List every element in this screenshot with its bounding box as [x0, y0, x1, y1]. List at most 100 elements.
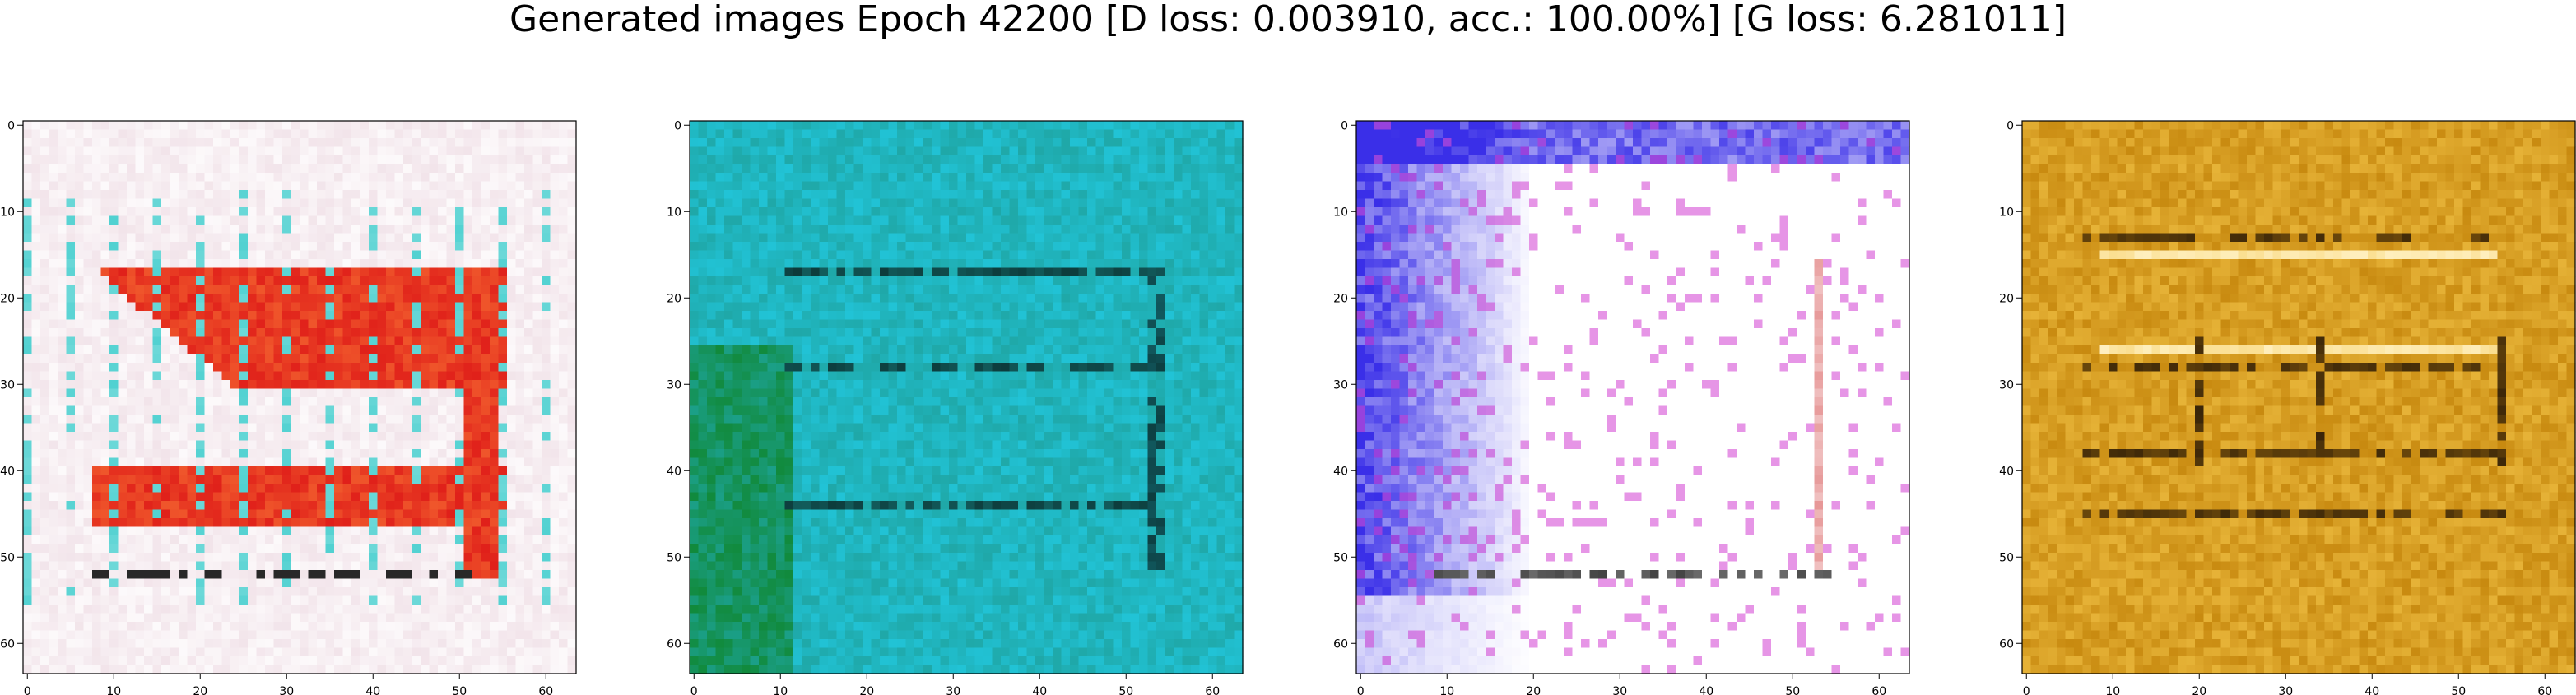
image-pixel — [421, 639, 430, 649]
image-pixel — [750, 190, 760, 200]
image-pixel — [49, 544, 58, 554]
image-pixel — [334, 319, 344, 329]
image-pixel — [455, 639, 465, 649]
image-pixel — [559, 173, 569, 183]
image-pixel — [109, 475, 119, 484]
image-pixel — [213, 656, 223, 666]
image-pixel — [403, 354, 413, 364]
image-pixel — [291, 138, 300, 148]
image-pixel — [109, 198, 119, 208]
image-pixel — [455, 181, 465, 191]
image-pixel — [940, 146, 950, 156]
image-pixel — [83, 190, 93, 200]
image-pixel — [490, 276, 500, 286]
image-pixel — [463, 181, 473, 191]
image-pixel — [403, 363, 413, 373]
image-pixel — [940, 164, 950, 174]
image-pixel — [386, 570, 396, 580]
image-pixel — [490, 475, 500, 484]
image-pixel — [282, 328, 292, 338]
image-pixel — [58, 553, 67, 563]
image-pixel — [230, 501, 240, 511]
image-pixel — [213, 405, 223, 415]
image-pixel — [1130, 207, 1140, 217]
image-pixel — [204, 613, 214, 623]
image-pixel — [40, 363, 50, 373]
image-pixel — [472, 535, 482, 545]
image-pixel — [811, 198, 821, 208]
image-pixel — [369, 285, 379, 294]
image-pixel — [888, 121, 898, 131]
image-pixel — [144, 371, 154, 381]
image-pixel — [1070, 190, 1080, 200]
image-pixel — [394, 630, 404, 640]
image-pixel — [567, 198, 577, 208]
image-pixel — [369, 630, 379, 640]
image-pixel — [58, 647, 67, 657]
image-pixel — [273, 518, 283, 528]
image-pixel — [135, 345, 145, 355]
image-pixel — [317, 190, 327, 200]
image-pixel — [1208, 155, 1218, 165]
image-pixel — [403, 146, 413, 156]
image-pixel — [1104, 225, 1114, 234]
image-pixel — [118, 570, 128, 580]
image-pixel — [715, 215, 725, 225]
image-pixel — [412, 587, 421, 597]
image-pixel — [690, 155, 700, 165]
image-pixel — [394, 622, 404, 632]
image-pixel — [403, 526, 413, 536]
image-pixel — [282, 242, 292, 252]
image-pixel — [179, 371, 188, 381]
image-pixel — [550, 242, 560, 252]
image-pixel — [317, 155, 327, 165]
image-pixel — [213, 242, 223, 252]
image-pixel — [1182, 129, 1192, 139]
image-pixel — [498, 605, 508, 614]
image-pixel — [221, 535, 231, 545]
image-pixel — [421, 233, 430, 243]
image-pixel — [100, 164, 110, 174]
image-pixel — [187, 121, 197, 131]
image-pixel — [515, 363, 525, 373]
image-pixel — [49, 535, 58, 545]
image-pixel — [853, 138, 863, 148]
image-pixel — [1078, 181, 1088, 191]
image-pixel — [351, 518, 361, 528]
image-pixel — [213, 181, 223, 191]
image-pixel — [515, 233, 525, 243]
image-pixel — [455, 622, 465, 632]
image-pixel — [429, 501, 439, 511]
image-pixel — [472, 656, 482, 666]
image-pixel — [204, 622, 214, 632]
image-pixel — [100, 665, 110, 674]
image-pixel — [550, 639, 560, 649]
image-pixel — [438, 457, 448, 467]
image-pixel — [273, 242, 283, 252]
image-pixel — [83, 181, 93, 191]
image-pixel — [707, 164, 717, 174]
image-pixel — [196, 319, 206, 329]
image-pixel — [1053, 129, 1062, 139]
image-pixel — [1130, 146, 1140, 156]
image-pixel — [472, 371, 482, 381]
image-pixel — [187, 518, 197, 528]
image-pixel — [490, 363, 500, 373]
image-pixel — [455, 405, 465, 415]
image-pixel — [152, 613, 162, 623]
image-pixel — [490, 380, 500, 390]
image-pixel — [161, 605, 171, 614]
image-pixel — [438, 509, 448, 519]
image-pixel — [759, 207, 769, 217]
image-pixel — [567, 181, 577, 191]
image-pixel — [230, 259, 240, 269]
image-pixel — [446, 561, 456, 571]
image-pixel — [394, 233, 404, 243]
image-pixel — [40, 553, 50, 563]
image-pixel — [403, 587, 413, 597]
image-pixel — [871, 129, 881, 139]
image-pixel — [83, 466, 93, 476]
image-pixel — [542, 587, 551, 597]
image-pixel — [291, 622, 300, 632]
image-pixel — [369, 225, 379, 234]
